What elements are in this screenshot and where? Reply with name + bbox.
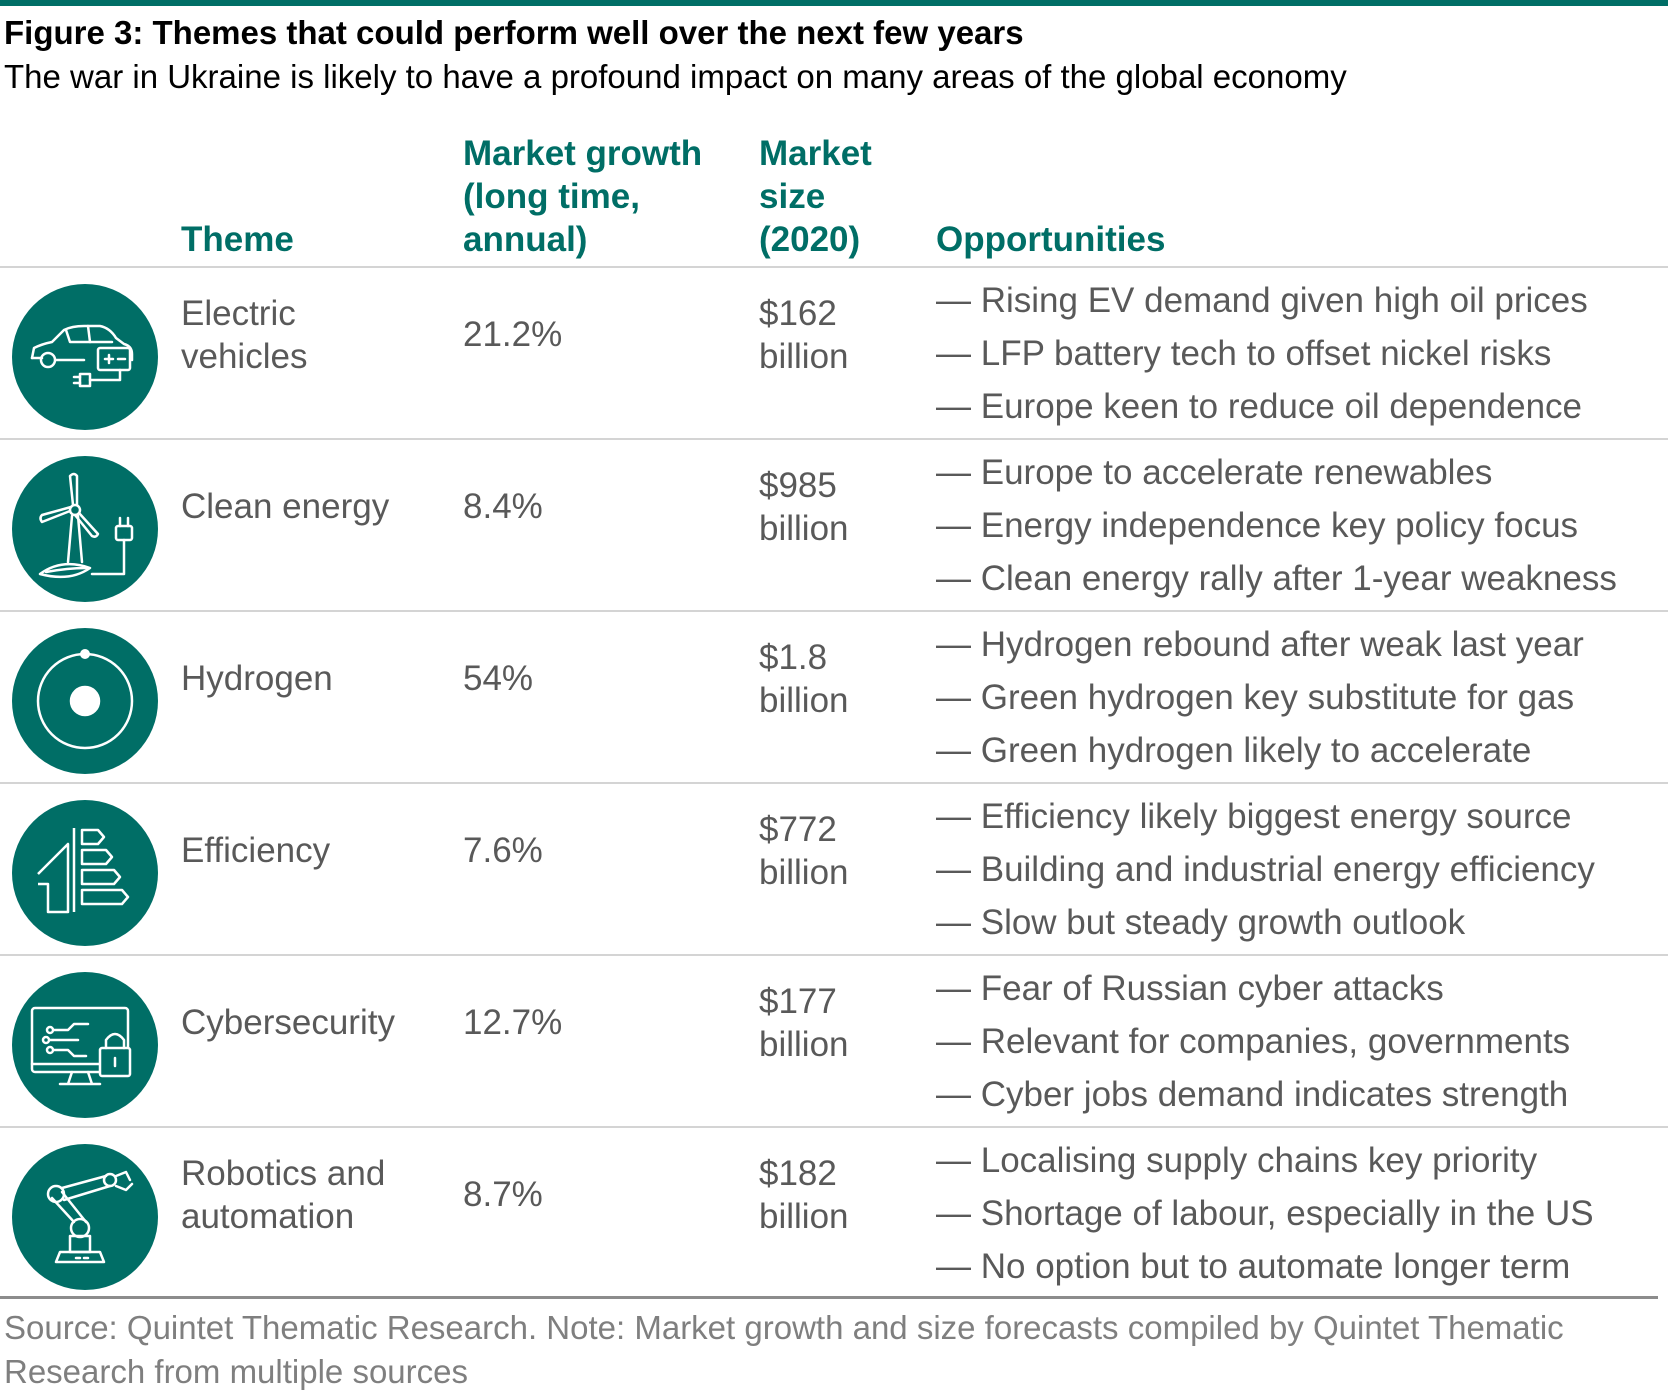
bottom-rule bbox=[0, 1296, 1658, 1299]
wind-turbine-icon bbox=[12, 456, 158, 602]
opportunity-item: — Building and industrial energy efficie… bbox=[936, 850, 1595, 889]
row-divider bbox=[0, 610, 1668, 612]
monitor-lock-icon bbox=[12, 972, 158, 1118]
market-size-value: $182 billion bbox=[759, 1154, 849, 1236]
opportunity-item: — Efficiency likely biggest energy sourc… bbox=[936, 797, 1572, 836]
row-divider bbox=[0, 438, 1668, 440]
market-size-value: $162 billion bbox=[759, 294, 849, 376]
table-row: Clean energy 8.4% $985 billion — Europe … bbox=[0, 440, 1668, 612]
market-growth-value: 21.2% bbox=[463, 315, 563, 354]
electric-car-icon bbox=[12, 284, 158, 430]
opportunity-item: — Clean energy rally after 1-year weakne… bbox=[936, 559, 1617, 598]
header-opportunities: Opportunities bbox=[936, 220, 1166, 259]
robot-arm-icon bbox=[12, 1144, 158, 1290]
opportunities-list: — Localising supply chains key priority … bbox=[936, 1134, 1594, 1293]
opportunity-item: — Green hydrogen key substitute for gas bbox=[936, 678, 1575, 717]
top-rule bbox=[0, 0, 1668, 6]
opportunity-item: — Europe keen to reduce oil dependence bbox=[936, 387, 1583, 426]
table-row: Electric vehicles 21.2% $162 billion — R… bbox=[0, 268, 1668, 440]
table-row: Cybersecurity 12.7% $177 billion — Fear … bbox=[0, 956, 1668, 1128]
opportunity-item: — Fear of Russian cyber attacks bbox=[936, 969, 1444, 1008]
opportunity-item: — Relevant for companies, governments bbox=[936, 1022, 1571, 1061]
figure-title: Figure 3: Themes that could perform well… bbox=[4, 14, 1024, 51]
opportunities-list: — Europe to accelerate renewables — Ener… bbox=[936, 446, 1617, 605]
theme-label: Cybersecurity bbox=[181, 1003, 395, 1042]
header-market-growth: Market growth (long time, annual) bbox=[463, 134, 703, 259]
theme-label: Robotics and automation bbox=[181, 1154, 386, 1236]
opportunity-item: — No option but to automate longer term bbox=[936, 1247, 1571, 1286]
market-growth-value: 7.6% bbox=[463, 831, 543, 870]
market-growth-value: 8.4% bbox=[463, 487, 543, 526]
efficiency-house-icon bbox=[12, 800, 158, 946]
row-divider bbox=[0, 1126, 1668, 1128]
theme-label: Clean energy bbox=[181, 487, 390, 526]
table-row: Hydrogen 54% $1.8 billion — Hydrogen reb… bbox=[0, 612, 1668, 784]
opportunities-list: — Rising EV demand given high oil prices… bbox=[936, 274, 1588, 433]
opportunity-item: — Localising supply chains key priority bbox=[936, 1141, 1538, 1180]
source-note: Source: Quintet Thematic Research. Note:… bbox=[4, 1309, 1564, 1390]
theme-label: Efficiency bbox=[181, 831, 331, 870]
market-growth-value: 54% bbox=[463, 659, 534, 698]
row-divider bbox=[0, 954, 1668, 956]
header-market-size: Market size (2020) bbox=[759, 134, 872, 259]
header-rule bbox=[0, 266, 1668, 268]
opportunities-list: — Fear of Russian cyber attacks — Releva… bbox=[936, 962, 1570, 1121]
opportunity-item: — Rising EV demand given high oil prices bbox=[936, 281, 1588, 320]
row-divider bbox=[0, 782, 1668, 784]
market-size-value: $985 billion bbox=[759, 466, 849, 548]
opportunities-list: — Efficiency likely biggest energy sourc… bbox=[936, 790, 1595, 949]
market-size-value: $177 billion bbox=[759, 982, 849, 1064]
theme-label: Hydrogen bbox=[181, 659, 333, 698]
market-growth-value: 8.7% bbox=[463, 1175, 543, 1214]
market-size-value: $772 billion bbox=[759, 810, 849, 892]
opportunity-item: — Shortage of labour, especially in the … bbox=[936, 1194, 1594, 1233]
market-size-value: $1.8 billion bbox=[759, 638, 849, 720]
opportunity-item: — LFP battery tech to offset nickel risk… bbox=[936, 334, 1552, 373]
figure-subtitle: The war in Ukraine is likely to have a p… bbox=[4, 58, 1347, 95]
market-growth-value: 12.7% bbox=[463, 1003, 563, 1042]
opportunity-item: — Green hydrogen likely to accelerate bbox=[936, 731, 1532, 770]
table-row: Robotics and automation 8.7% $182 billio… bbox=[0, 1128, 1668, 1296]
opportunity-item: — Slow but steady growth outlook bbox=[936, 903, 1466, 942]
hydrogen-atom-icon bbox=[12, 628, 158, 774]
opportunity-item: — Energy independence key policy focus bbox=[936, 506, 1579, 545]
opportunity-item: — Europe to accelerate renewables bbox=[936, 453, 1493, 492]
theme-label: Electric vehicles bbox=[181, 294, 308, 376]
header-theme: Theme bbox=[181, 220, 294, 259]
opportunities-list: — Hydrogen rebound after weak last year … bbox=[936, 618, 1584, 777]
opportunity-item: — Cyber jobs demand indicates strength bbox=[936, 1075, 1569, 1114]
opportunity-item: — Hydrogen rebound after weak last year bbox=[936, 625, 1584, 664]
table-row: Efficiency 7.6% $772 billion — Efficienc… bbox=[0, 784, 1668, 956]
